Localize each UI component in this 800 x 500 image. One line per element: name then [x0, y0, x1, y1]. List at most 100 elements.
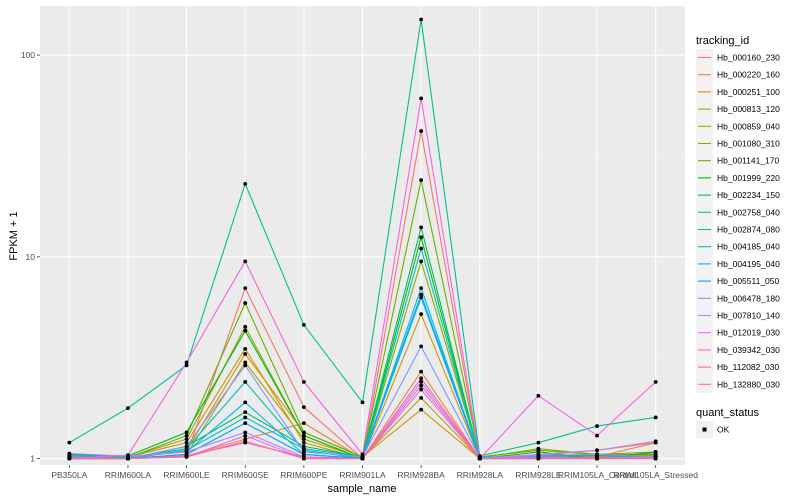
data-point [653, 415, 658, 420]
data-point [536, 440, 541, 445]
data-point [419, 312, 424, 317]
shape-legend-label: OK [717, 425, 730, 435]
data-point [595, 448, 599, 453]
x-tick-label: RRIM928BA [398, 470, 446, 480]
legend-label: Hb_112082_030 [717, 362, 780, 372]
legend-label: Hb_005511_050 [717, 276, 780, 286]
data-point [419, 344, 424, 349]
data-point [477, 456, 482, 461]
shape-legend-title: quant_status [696, 407, 759, 419]
data-point [243, 410, 248, 415]
data-point [67, 440, 72, 445]
legend-label: Hb_002234_150 [717, 190, 780, 200]
data-point [243, 181, 248, 186]
x-axis: PB350LA RRIM600LA RRIM600LE RRIM600SE RRIM60… [51, 465, 698, 480]
data-point [536, 456, 541, 461]
data-point [184, 433, 189, 438]
data-point [126, 406, 130, 411]
data-point [184, 444, 189, 449]
data-point [419, 383, 424, 388]
data-point [243, 346, 248, 351]
x-tick-label: RRIM928LA [457, 470, 504, 480]
data-point [184, 440, 189, 445]
data-point [243, 363, 248, 368]
data-point [653, 439, 658, 444]
legend-label: Hb_007810_140 [717, 311, 780, 321]
data-point [67, 451, 72, 456]
data-point [419, 235, 424, 240]
data-point [184, 455, 189, 459]
data-point [301, 421, 306, 426]
data-point [419, 259, 424, 264]
data-point [419, 129, 424, 133]
legend-label: Hb_004195_040 [717, 259, 780, 269]
legend-label: Hb_039342_030 [717, 345, 780, 355]
data-point [301, 437, 306, 441]
x-tick-label: RRIM600LE [163, 470, 210, 480]
x-tick-label: RRIM105LA_Stressed [613, 470, 698, 480]
data-point [301, 322, 306, 327]
x-axis-title: sample_name [327, 483, 396, 495]
data-point [360, 400, 365, 405]
data-point [243, 324, 248, 329]
data-point [126, 453, 130, 458]
data-point [243, 301, 248, 305]
y-axis: 1 10 100 [21, 50, 40, 464]
legend-label: Hb_012019_030 [717, 328, 780, 338]
data-point [419, 395, 424, 400]
data-point [653, 380, 658, 384]
shape-legend-marker [702, 427, 707, 432]
legend-label: Hb_000160_230 [717, 53, 780, 63]
data-point [419, 376, 424, 381]
legend-title: tracking_id [696, 35, 749, 47]
data-point [243, 286, 248, 291]
data-point [419, 407, 424, 412]
data-point [419, 246, 424, 251]
legend-label: Hb_132880_030 [717, 379, 780, 389]
data-point [301, 440, 306, 445]
data-point [243, 400, 248, 405]
data-point [184, 360, 189, 365]
legend-label: Hb_000813_120 [717, 104, 780, 114]
data-point [243, 380, 248, 384]
legend-label: Hb_001141_170 [717, 156, 780, 166]
legend-label: Hb_006478_180 [717, 293, 780, 303]
data-point [243, 439, 248, 444]
legend-label: Hb_000251_100 [717, 87, 780, 97]
data-point [419, 380, 424, 384]
data-point [536, 393, 541, 398]
data-point [419, 96, 424, 101]
y-axis-title: FPKM + 1 [8, 211, 20, 260]
data-point [301, 433, 306, 438]
data-point [243, 430, 248, 435]
data-point [360, 452, 365, 457]
data-point [301, 456, 306, 461]
x-tick-label: RRIM928LE [515, 470, 562, 480]
data-point [243, 421, 248, 426]
data-point [419, 225, 424, 230]
data-point [243, 328, 248, 333]
x-tick-label: RRIM600PE [280, 470, 328, 480]
legend-label: Hb_001999_220 [717, 173, 780, 183]
data-point [595, 424, 599, 428]
data-point [419, 369, 424, 374]
data-point [301, 446, 306, 451]
legend-label: Hb_004185_040 [717, 242, 780, 252]
x-tick-label: RRIM600LA [105, 470, 152, 480]
legend-label: Hb_002758_040 [717, 207, 780, 217]
data-point [419, 286, 424, 291]
data-point [126, 456, 130, 461]
data-point [243, 415, 248, 420]
legend-label: Hb_002874_080 [717, 225, 780, 235]
data-point [653, 456, 658, 461]
x-tick-label: RRIM901LA [339, 470, 386, 480]
y-tick-label: 100 [21, 50, 35, 60]
data-point [184, 430, 189, 435]
color-legend: tracking_id Hb_000160_230 Hb_000220_160 Hb… [696, 35, 780, 393]
x-tick-label: RRIM105LA_Control [558, 470, 637, 480]
data-point [419, 295, 424, 300]
data-point [360, 456, 365, 461]
shape-legend: quant_status OK [696, 407, 759, 438]
data-point [595, 433, 599, 438]
